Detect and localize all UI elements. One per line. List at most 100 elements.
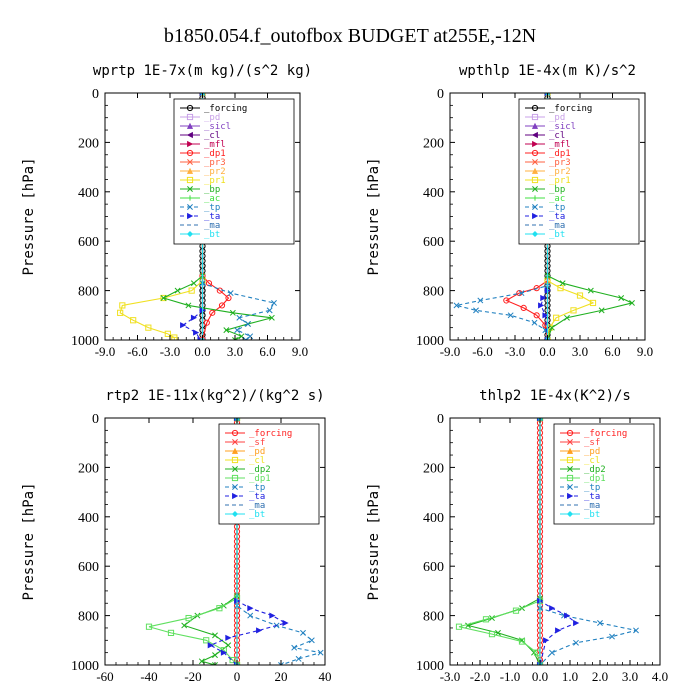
data-point-bp-5 bbox=[185, 302, 192, 309]
x-tick-label: -6.0 bbox=[472, 344, 493, 359]
y-tick-label: 600 bbox=[423, 235, 444, 250]
x-tick-label: 0 bbox=[234, 669, 241, 684]
data-point-pr1-6 bbox=[553, 314, 560, 321]
legend-swatch-marker bbox=[531, 176, 539, 184]
legend-entry: _ta bbox=[549, 212, 565, 222]
data-point-dp2-7 bbox=[212, 652, 218, 659]
x-tick-label: 3.0 bbox=[572, 344, 588, 359]
data-point-tp-5 bbox=[236, 314, 243, 321]
legend-entry: _bt bbox=[204, 230, 220, 240]
x-tick-label: -40 bbox=[140, 669, 157, 684]
data-point-tp-5 bbox=[473, 307, 479, 314]
data-point-bp-2 bbox=[190, 280, 197, 287]
data-point-dp1-3 bbox=[185, 614, 192, 622]
data-point-ta-8 bbox=[220, 649, 228, 656]
y-tick-label: 0 bbox=[92, 412, 99, 427]
x-tick-label: 2.0 bbox=[592, 669, 608, 684]
legend-swatch-marker bbox=[532, 204, 538, 210]
legend-swatch-marker bbox=[187, 186, 193, 192]
legend-swatch-marker bbox=[187, 140, 194, 148]
data-point-tp-6 bbox=[573, 639, 579, 646]
series-line-tp bbox=[201, 93, 275, 340]
data-point-bp-4 bbox=[160, 295, 167, 301]
data-point-dp2-5 bbox=[212, 632, 218, 639]
data-point-tp-9 bbox=[242, 337, 249, 340]
data-point-ta-3 bbox=[564, 612, 571, 619]
legend-entry: _ma bbox=[584, 501, 600, 511]
data-point-bp-7 bbox=[564, 314, 570, 321]
plot-area bbox=[455, 418, 639, 665]
legend: _forcing_pd_sicl_cl_mfl_dp1_pr3_pr2_pr1_… bbox=[173, 98, 295, 245]
x-tick-label: -6.0 bbox=[127, 344, 148, 359]
data-point-ta-6 bbox=[225, 634, 232, 641]
data-point-ta-4 bbox=[193, 329, 200, 336]
data-point-tp-6 bbox=[291, 644, 298, 651]
legend-entry: _pd bbox=[584, 447, 600, 457]
legend-entry: _sicl bbox=[549, 122, 576, 132]
data-point-tp-7 bbox=[531, 319, 538, 326]
legend-entry: _ma bbox=[249, 501, 265, 511]
y-tick-label: 200 bbox=[423, 136, 444, 151]
legend-swatch-marker bbox=[567, 439, 573, 445]
legend: _forcing_sf_pd_cl_dp2_dp1_tp_ta_ma_bt bbox=[218, 423, 320, 525]
data-point-bp-7 bbox=[268, 314, 275, 321]
legend-swatch-marker bbox=[566, 447, 574, 454]
series-line-pr1 bbox=[546, 93, 595, 340]
data-point-pr1-5 bbox=[570, 307, 577, 314]
legend-entry: _mfl bbox=[204, 140, 226, 150]
y-tick-label: 400 bbox=[423, 186, 444, 201]
data-point-tp-7 bbox=[317, 649, 324, 656]
series-line-dp1 bbox=[458, 418, 541, 665]
legend-entry: _sf bbox=[584, 438, 600, 448]
legend-entry: _sicl bbox=[204, 122, 231, 132]
data-point-ta-5 bbox=[555, 627, 562, 634]
data-point-dp1-8 bbox=[229, 656, 236, 664]
y-tick-label: 200 bbox=[78, 136, 99, 151]
x-tick-label: 0.0 bbox=[532, 669, 548, 684]
data-point-ta-2 bbox=[540, 294, 547, 302]
y-tick-label: 400 bbox=[423, 511, 444, 526]
data-point-pr1-3 bbox=[160, 294, 167, 302]
series-line-bp bbox=[546, 93, 634, 340]
legend-swatch-marker bbox=[232, 439, 238, 445]
data-point-tp-2 bbox=[518, 290, 525, 297]
y-axis-label: Pressure [hPa] bbox=[366, 482, 382, 600]
y-tick-label: 800 bbox=[78, 610, 99, 625]
x-tick-label: -1.0 bbox=[500, 669, 521, 684]
data-point-ta-4 bbox=[542, 312, 549, 319]
data-point-tp-3 bbox=[477, 297, 484, 304]
legend-swatch-marker bbox=[231, 429, 239, 437]
legend-swatch-marker bbox=[531, 113, 539, 121]
legend-swatch-marker bbox=[531, 149, 539, 157]
legend-swatch-marker bbox=[186, 167, 194, 174]
legend-entry: _pr1 bbox=[204, 176, 226, 186]
data-point-bp-6 bbox=[229, 309, 236, 316]
data-point-tp-3 bbox=[597, 620, 603, 626]
data-point-dp1-4 bbox=[145, 623, 153, 630]
chart-title: thlp2 1E-4x(K^2)/s bbox=[479, 388, 631, 404]
x-tick-label: -9.0 bbox=[95, 344, 116, 359]
legend-swatch-marker bbox=[187, 212, 194, 220]
x-tick-label: 0.0 bbox=[539, 344, 555, 359]
x-tick-label: -3.0 bbox=[440, 669, 461, 684]
data-point-pr1-8 bbox=[164, 330, 171, 337]
legend-entry: _cl bbox=[584, 456, 600, 466]
legend-entry: _pd bbox=[249, 447, 265, 457]
legend-entry: _tp bbox=[249, 483, 265, 493]
data-point-dp1-7 bbox=[203, 319, 210, 326]
series-line-tp bbox=[456, 93, 549, 340]
legend-entry: _bp bbox=[204, 185, 220, 195]
y-tick-label: 200 bbox=[78, 461, 99, 476]
legend-swatch-marker bbox=[567, 492, 574, 500]
y-tick-label: 600 bbox=[423, 560, 444, 575]
y-tick-label: 600 bbox=[78, 235, 99, 250]
data-point-ta-2 bbox=[190, 314, 198, 321]
x-tick-label: 40 bbox=[319, 669, 332, 684]
y-tick-label: 0 bbox=[437, 87, 444, 102]
legend-entry: _pr3 bbox=[549, 158, 571, 168]
y-axis-label: Pressure [hPa] bbox=[21, 157, 37, 275]
data-point-dp1-6 bbox=[518, 638, 526, 645]
legend-entry: _ta bbox=[249, 492, 265, 502]
legend-entry: _mfl bbox=[549, 140, 571, 150]
legend-swatch-marker bbox=[186, 176, 194, 184]
